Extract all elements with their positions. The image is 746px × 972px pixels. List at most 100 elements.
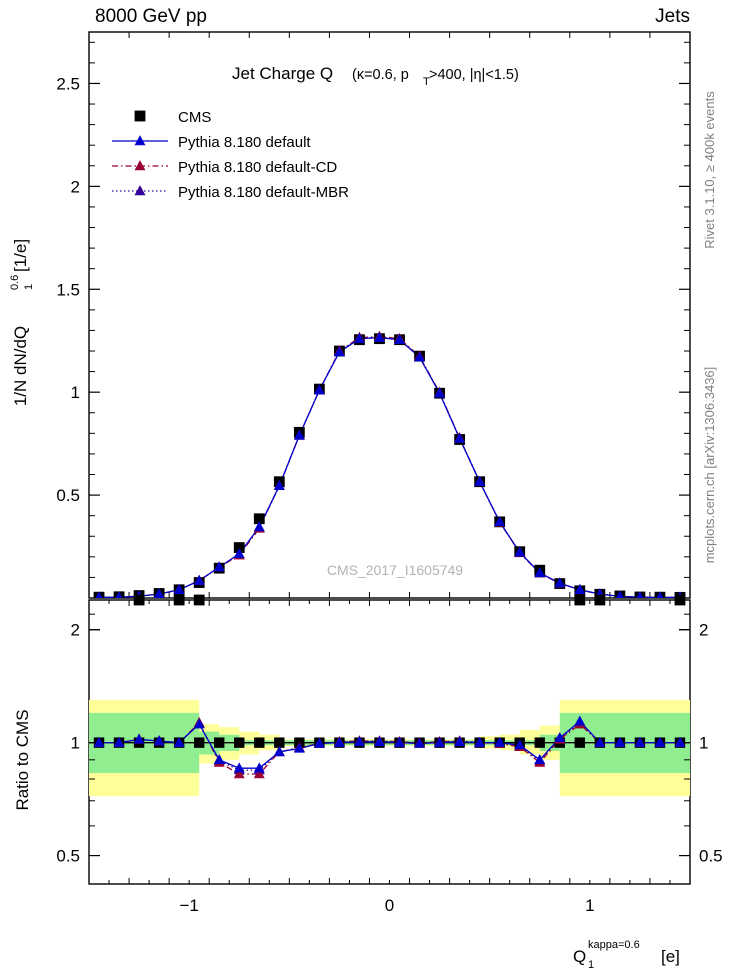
cms-ratio-edge-point	[594, 594, 606, 606]
mc-data-point	[313, 384, 325, 395]
cms-ratio-edge-point	[674, 594, 686, 606]
main-series-line	[99, 336, 680, 598]
mc-ratio-point	[574, 715, 586, 726]
ytick-label-main: 2.5	[56, 74, 80, 93]
legend-marker-triangle	[134, 135, 146, 146]
mc-data-point	[354, 332, 365, 343]
mc-ratio-point	[173, 736, 185, 747]
mc-data-point	[414, 351, 425, 362]
mc-data-point	[494, 516, 506, 527]
cms-ratio-point	[193, 737, 205, 748]
cms-data-point	[253, 513, 265, 525]
side-annotation-rivet: Rivet 3.1.10, ≥ 400k events	[702, 91, 717, 249]
legend: CMS Pythia 8.180 default Pythia 8.180 defa…	[112, 109, 349, 201]
plot-title-params-sub: T	[423, 76, 430, 88]
mc-data-point	[394, 333, 405, 344]
main-series-line	[99, 336, 680, 598]
mc-ratio-point	[233, 762, 245, 773]
mc-ratio-point	[414, 737, 425, 748]
mc-data-point	[333, 346, 345, 357]
mc-ratio-point	[313, 737, 325, 748]
mc-ratio-point	[233, 768, 245, 779]
y-axis-label-unit: [1/e]	[11, 239, 30, 272]
legend-label: CMS	[178, 109, 211, 126]
cms-ratio-edge-point	[193, 594, 205, 606]
legend-label: Pythia 8.180 default	[178, 134, 311, 151]
plot-title: Jet Charge Q (κ=0.6, p T >400, |η|<1.5)	[232, 64, 519, 88]
mc-data-point	[656, 591, 664, 598]
plot-title-params: (κ=0.6, p	[352, 67, 409, 83]
mc-ratio-point	[394, 736, 405, 747]
xtick-label: 0	[385, 896, 394, 915]
cms-ratio-point	[254, 737, 265, 748]
mc-ratio-point	[654, 736, 666, 747]
cms-ratio-edge-point	[574, 594, 586, 606]
mc-ratio-point	[273, 746, 285, 757]
mc-data-point	[173, 583, 185, 594]
side-annotation-rivet-text: Rivet 3.1.10, ≥ 400k events	[702, 91, 717, 249]
mc-ratio-point	[514, 739, 526, 750]
analysis-watermark: CMS_2017_I1605749	[327, 562, 463, 578]
cms-ratio-point	[274, 737, 285, 748]
mc-ratio-point	[213, 753, 225, 765]
y-axis-label-sup: 0.6	[9, 275, 21, 290]
ytick-label-main: 2	[71, 177, 80, 196]
legend-label: Pythia 8.180 default-CD	[178, 159, 337, 176]
y-axis-label: 1/N dN/dQ 10.6 [1/e]	[9, 239, 35, 406]
main-panel-data	[93, 330, 686, 598]
mc-data-point	[636, 591, 644, 598]
y-axis-label-sub: 1	[23, 284, 35, 290]
mc-ratio-point	[614, 736, 626, 747]
legend-label: Pythia 8.180 default-MBR	[178, 184, 349, 201]
mc-ratio-point	[434, 736, 446, 747]
side-annotation-mcplots-text: mcplots.cern.ch [arXiv:1306.3436]	[702, 367, 717, 564]
mc-data-point	[434, 387, 446, 398]
y-axis-label-base: 1/N dN/dQ	[11, 326, 30, 406]
mc-data-point	[95, 591, 103, 598]
mc-data-point	[534, 567, 546, 578]
mc-ratio-point	[113, 736, 125, 747]
mc-data-point	[615, 590, 624, 598]
mc-data-point	[153, 588, 165, 598]
x-axis-label-sub: 1	[588, 959, 594, 971]
ytick-label-main: 0.5	[56, 486, 80, 505]
mc-ratio-point	[674, 736, 686, 747]
ytick-label-ratio-right: 0.5	[699, 847, 723, 866]
mc-ratio-point	[634, 736, 646, 747]
legend-marker-square	[134, 110, 146, 122]
ratio-uncertainty-bands	[89, 699, 690, 797]
side-annotation-mcplots: mcplots.cern.ch [arXiv:1306.3436]	[702, 367, 717, 564]
mc-ratio-point	[253, 768, 265, 779]
mc-ratio-point	[474, 736, 486, 747]
mc-data-point	[213, 561, 225, 572]
ytick-label-main: 1.5	[56, 280, 80, 299]
mc-ratio-point	[253, 762, 265, 773]
cms-ratio-point	[234, 737, 245, 748]
mc-data-point	[514, 546, 526, 557]
x-axis-label-unit: [e]	[661, 947, 680, 966]
x-axis-label-base: Q	[573, 947, 586, 966]
mc-data-point	[554, 577, 566, 588]
legend-marker-triangle	[134, 185, 146, 196]
mc-ratio-point	[454, 736, 466, 747]
mc-data-point	[474, 475, 486, 486]
mc-ratio-point	[193, 718, 205, 729]
legend-marker-triangle	[134, 160, 146, 171]
x-axis-label-sup: kappa=0.6	[588, 939, 640, 951]
mc-data-point	[253, 521, 265, 532]
cms-ratio-point	[534, 737, 545, 748]
mc-data-point	[293, 429, 305, 440]
cms-ratio-point	[214, 737, 225, 748]
mc-ratio-point	[534, 753, 546, 765]
cms-data-point	[233, 542, 245, 553]
mc-ratio-point	[494, 736, 506, 747]
ratio-y-axis-label: Ratio to CMS	[13, 709, 32, 810]
ytick-label-main: 1	[71, 383, 80, 402]
xtick-label: 1	[585, 896, 594, 915]
mc-ratio-point	[153, 735, 165, 746]
mc-ratio-point	[374, 736, 385, 747]
main-series-line	[99, 335, 680, 598]
ytick-label-ratio: 2	[71, 621, 80, 640]
mc-data-point	[454, 432, 466, 443]
